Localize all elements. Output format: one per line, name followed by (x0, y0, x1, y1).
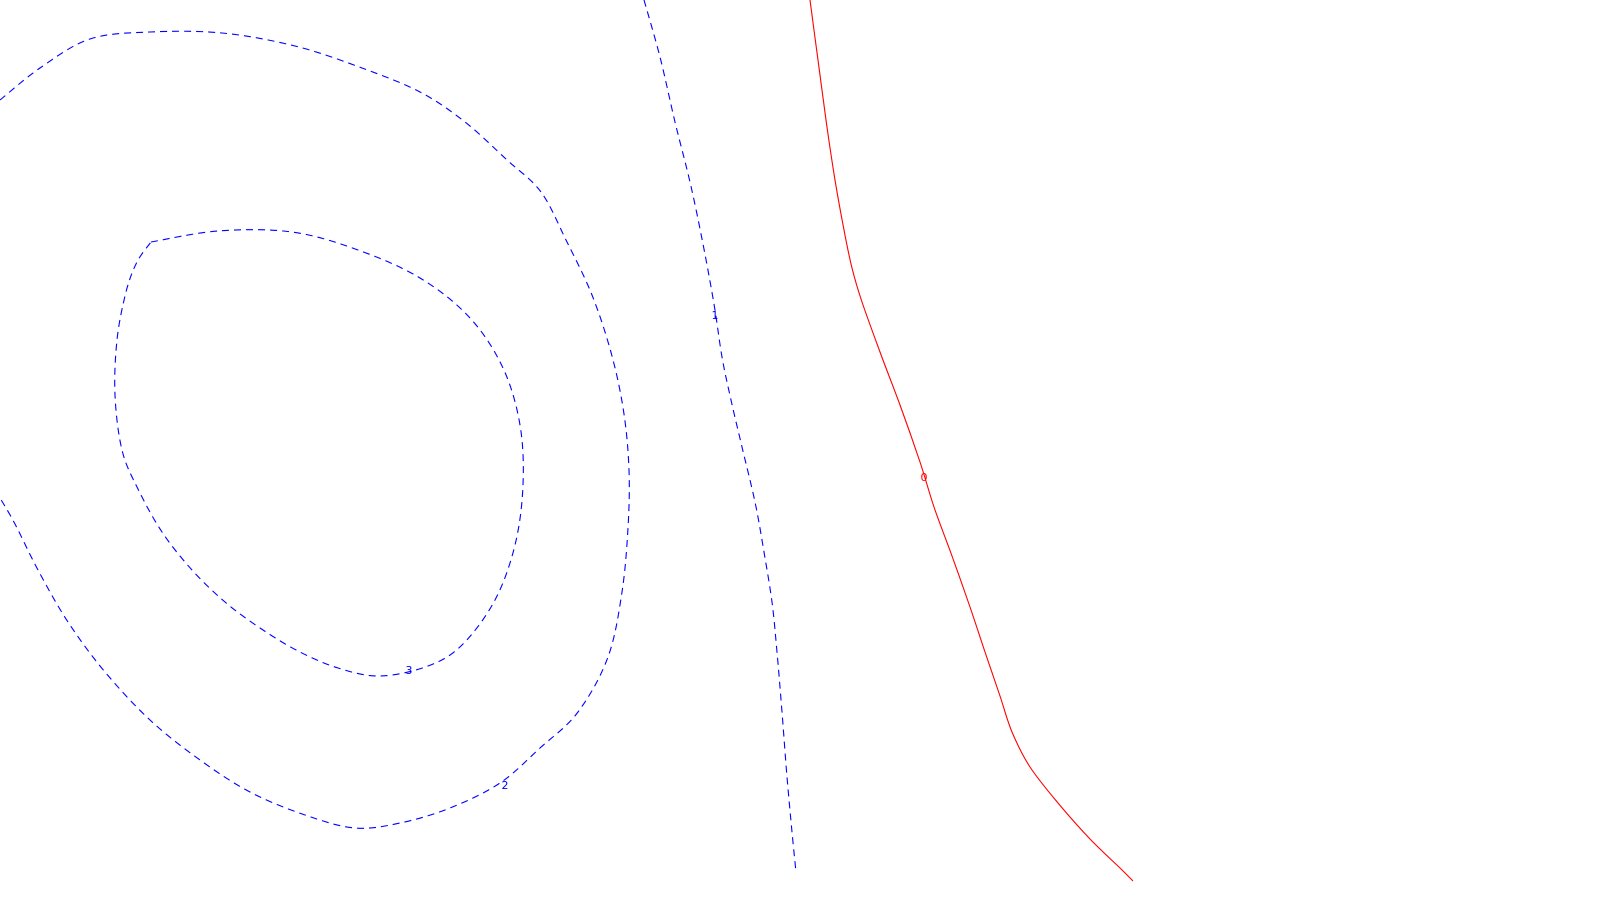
contour-label-minus-3: 3 (406, 664, 413, 677)
contour-level-minus-3 (114, 229, 524, 677)
contour-label-minus-2: 2 (502, 779, 509, 792)
contour-label-zero: 0 (921, 471, 928, 484)
contour-lines (0, 0, 1134, 882)
contour-level-zero (809, 0, 1134, 882)
contour-level-minus-1 (643, 0, 797, 873)
contour-labels: 1 0 3 2 (406, 309, 928, 792)
contour-label-minus-1: 1 (712, 309, 719, 322)
contour-level-minus-2 (0, 30, 630, 829)
